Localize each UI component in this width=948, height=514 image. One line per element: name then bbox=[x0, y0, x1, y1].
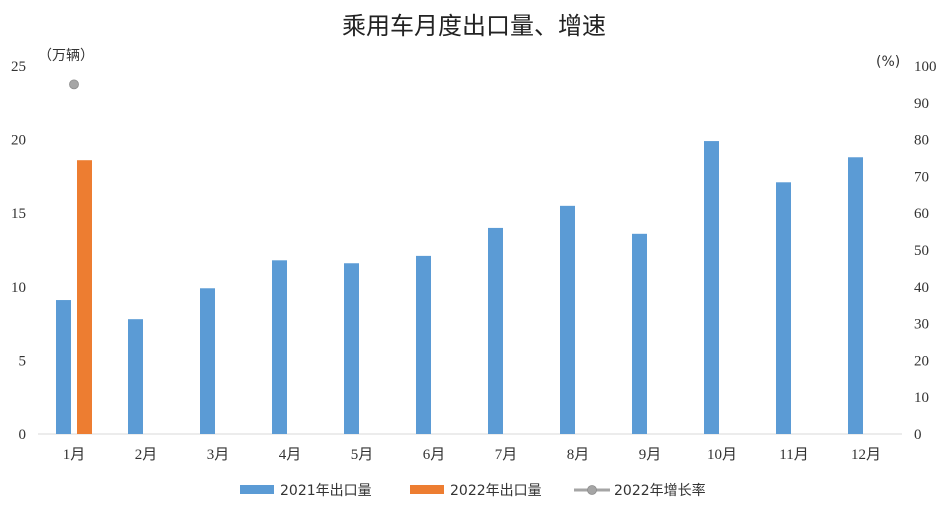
right-tick-label: 100 bbox=[914, 59, 937, 75]
bar-2021-5 bbox=[344, 263, 359, 434]
right-tick-label: 40 bbox=[914, 280, 929, 296]
chart-title: 乘用车月度出口量、增速 bbox=[342, 12, 606, 40]
bar-2021-2 bbox=[128, 319, 143, 434]
right-tick-label: 0 bbox=[914, 427, 922, 443]
right-tick-label: 90 bbox=[914, 96, 929, 112]
bar-2021-6 bbox=[416, 255, 431, 434]
category-label: 6月 bbox=[423, 447, 446, 463]
bar-2021-12 bbox=[848, 157, 863, 434]
bar-2021-1 bbox=[56, 300, 71, 434]
bar-2021-4 bbox=[272, 260, 287, 434]
bars bbox=[56, 141, 863, 434]
bar-2021-3 bbox=[200, 288, 215, 434]
left-tick-label: 5 bbox=[19, 353, 27, 369]
line-points bbox=[69, 79, 79, 90]
right-tick-label: 10 bbox=[914, 390, 929, 406]
right-tick-label: 20 bbox=[914, 353, 929, 369]
legend: 2021年出口量 2022年出口量 2022年增长率 bbox=[240, 482, 706, 499]
category-label: 9月 bbox=[639, 447, 662, 463]
left-tick-label: 10 bbox=[11, 280, 26, 296]
left-tick-label: 15 bbox=[11, 206, 26, 222]
category-label: 10月 bbox=[707, 447, 737, 463]
left-tick-label: 0 bbox=[19, 427, 27, 443]
category-label: 4月 bbox=[279, 447, 302, 463]
right-tick-label: 50 bbox=[914, 243, 929, 259]
bar-2021-10 bbox=[704, 141, 719, 434]
right-tick-label: 70 bbox=[914, 169, 929, 185]
category-label: 5月 bbox=[351, 447, 374, 463]
legend-label: 2022年增长率 bbox=[614, 482, 706, 499]
bar-2021-7 bbox=[488, 227, 503, 434]
left-tick-label: 25 bbox=[11, 59, 26, 75]
category-label: 2月 bbox=[135, 447, 158, 463]
legend-swatch bbox=[240, 485, 274, 494]
category-label: 3月 bbox=[207, 447, 230, 463]
left-axis-ticks: 0 5 10 15 20 25 bbox=[11, 59, 26, 443]
category-label: 12月 bbox=[851, 447, 881, 463]
bar-2021-11 bbox=[776, 182, 791, 434]
right-axis-ticks: 0 10 20 30 40 50 60 70 80 90 100 bbox=[914, 59, 937, 443]
left-tick-label: 20 bbox=[11, 133, 26, 149]
category-label: 8月 bbox=[567, 447, 590, 463]
category-label: 11月 bbox=[779, 447, 808, 463]
bar-2021-9 bbox=[632, 233, 647, 434]
legend-marker bbox=[587, 485, 597, 495]
category-label: 1月 bbox=[63, 447, 86, 463]
right-tick-label: 80 bbox=[914, 133, 929, 149]
legend-label: 2022年出口量 bbox=[450, 483, 542, 499]
bar-2021-8 bbox=[560, 205, 575, 434]
category-label: 7月 bbox=[495, 447, 518, 463]
growth-rate-point bbox=[69, 79, 79, 90]
legend-swatch bbox=[410, 485, 444, 494]
category-labels: 1月 2月 3月 4月 5月 6月 7月 8月 9月 10月 11月 12月 bbox=[63, 447, 881, 463]
legend-label: 2021年出口量 bbox=[280, 483, 372, 499]
bar-2022-1 bbox=[77, 160, 92, 434]
right-tick-label: 60 bbox=[914, 206, 929, 222]
right-axis-unit: (%) bbox=[876, 54, 900, 70]
left-axis-unit: （万辆） bbox=[38, 48, 94, 64]
right-tick-label: 30 bbox=[914, 317, 929, 333]
